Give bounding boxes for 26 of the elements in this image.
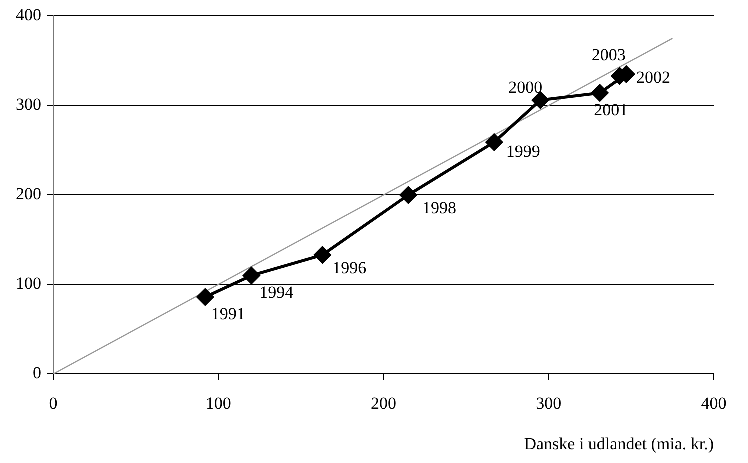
annotation: 1996 bbox=[332, 258, 367, 278]
annotation: 1991 bbox=[211, 304, 246, 324]
point bbox=[592, 84, 609, 102]
point bbox=[532, 92, 550, 109]
annotation: 2003 bbox=[592, 46, 626, 65]
y-tick-label: 0 bbox=[33, 364, 42, 383]
point bbox=[314, 246, 332, 264]
x-tick-label: 200 bbox=[371, 394, 396, 413]
y-tick-label: 100 bbox=[16, 274, 42, 294]
annotation: 1999 bbox=[506, 142, 540, 161]
y-tick-label: 400 bbox=[16, 6, 42, 25]
x-tick-label: 100 bbox=[206, 394, 232, 413]
y-tick-label: 300 bbox=[16, 95, 42, 114]
y-tick-label: 200 bbox=[16, 184, 42, 204]
x-axis-title: Danske i udlandet (mia. kr.) bbox=[524, 434, 714, 454]
point bbox=[486, 134, 503, 151]
point bbox=[243, 267, 260, 284]
annotation: 1994 bbox=[260, 283, 294, 302]
x-tick-label: 300 bbox=[536, 394, 562, 413]
point bbox=[400, 186, 418, 204]
x-tick-label: 0 bbox=[49, 394, 58, 413]
point bbox=[196, 288, 214, 306]
annotation: 2000 bbox=[508, 78, 543, 97]
x-tick-label: 400 bbox=[701, 394, 727, 413]
annotation: 2002 bbox=[636, 68, 670, 87]
annotation: 1998 bbox=[422, 198, 457, 218]
